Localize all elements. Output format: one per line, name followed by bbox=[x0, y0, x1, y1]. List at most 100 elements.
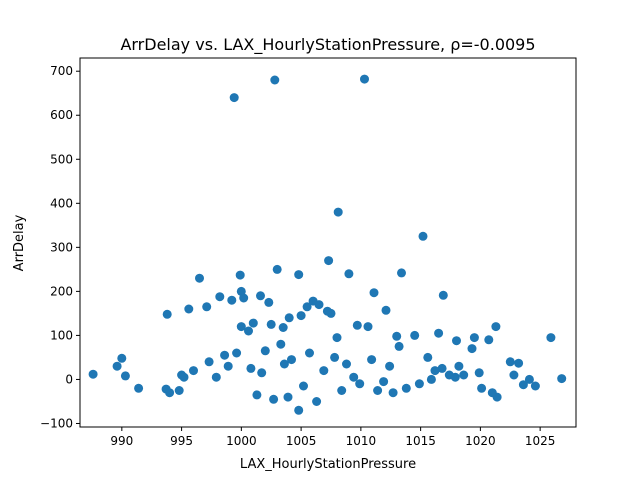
data-point bbox=[184, 304, 194, 314]
data-point bbox=[120, 371, 130, 381]
data-point bbox=[204, 357, 214, 367]
data-point bbox=[477, 383, 487, 393]
data-point bbox=[256, 291, 265, 301]
plot-area bbox=[88, 74, 567, 415]
data-point bbox=[305, 348, 314, 358]
data-point bbox=[452, 336, 461, 346]
data-point bbox=[235, 270, 245, 280]
data-point bbox=[177, 370, 187, 380]
x-tick-label: 1000 bbox=[226, 434, 257, 448]
data-point bbox=[454, 361, 464, 371]
data-point bbox=[401, 383, 411, 393]
data-point bbox=[530, 381, 540, 391]
x-axis-label: LAX_HourlyStationPressure bbox=[240, 457, 416, 472]
data-point bbox=[246, 363, 256, 373]
data-point bbox=[418, 231, 428, 241]
data-point bbox=[379, 377, 389, 387]
x-tick-label: 1010 bbox=[346, 434, 377, 448]
data-point bbox=[294, 405, 304, 415]
data-point bbox=[294, 270, 304, 280]
y-tick-label: 500 bbox=[50, 152, 73, 166]
data-point bbox=[88, 369, 98, 379]
data-point bbox=[342, 359, 351, 369]
x-tick-label: 995 bbox=[170, 434, 193, 448]
data-point bbox=[394, 341, 404, 351]
x-tick-label: 1025 bbox=[525, 434, 556, 448]
data-point bbox=[423, 352, 433, 362]
data-point bbox=[330, 352, 340, 362]
data-point bbox=[491, 322, 501, 332]
data-point bbox=[312, 397, 322, 406]
data-point bbox=[557, 374, 567, 384]
data-point bbox=[117, 353, 127, 363]
y-tick-label: 300 bbox=[50, 240, 73, 254]
x-tick-label: 990 bbox=[110, 434, 133, 448]
axes-frame bbox=[79, 57, 577, 428]
y-tick-label: 0 bbox=[65, 372, 73, 386]
data-point bbox=[367, 355, 377, 365]
data-point bbox=[514, 358, 524, 368]
x-tick-label: 1005 bbox=[286, 434, 317, 448]
y-axis-label: ArrDelay bbox=[12, 214, 27, 271]
data-point bbox=[165, 388, 175, 398]
data-point bbox=[272, 264, 282, 274]
data-point bbox=[360, 74, 369, 84]
data-point bbox=[437, 363, 447, 373]
data-point bbox=[296, 311, 306, 321]
data-point bbox=[308, 296, 318, 306]
data-point bbox=[438, 290, 448, 300]
data-point bbox=[260, 346, 270, 356]
data-point bbox=[195, 273, 204, 283]
data-point bbox=[134, 383, 144, 393]
data-point bbox=[373, 386, 383, 395]
data-point bbox=[332, 333, 342, 343]
data-point bbox=[220, 350, 230, 360]
data-point bbox=[426, 374, 436, 384]
data-point bbox=[467, 344, 477, 354]
data-point bbox=[215, 292, 225, 302]
data-point bbox=[236, 322, 246, 332]
data-point bbox=[450, 372, 460, 382]
data-point bbox=[278, 323, 288, 332]
x-axis: 990 995 1000 1005 1010 1015 1020 1025 bbox=[110, 427, 555, 448]
data-point bbox=[257, 368, 267, 378]
data-point bbox=[299, 381, 308, 391]
data-point bbox=[202, 302, 212, 312]
chart-title: ArrDelay vs. LAX_HourlyStationPressure, … bbox=[120, 35, 535, 55]
y-axis: −100 0 100 200 300 400 500 600 700 bbox=[40, 64, 80, 430]
x-tick-label: 1015 bbox=[405, 434, 436, 448]
data-point bbox=[459, 370, 469, 380]
data-point bbox=[505, 357, 515, 367]
y-tick-label: 200 bbox=[50, 284, 73, 298]
data-point bbox=[211, 372, 221, 382]
data-point bbox=[474, 368, 484, 378]
data-point bbox=[239, 293, 249, 303]
data-point bbox=[174, 386, 184, 395]
data-point bbox=[487, 388, 497, 398]
y-tick-label: 400 bbox=[50, 196, 73, 210]
data-point bbox=[344, 269, 354, 279]
data-point bbox=[324, 256, 334, 266]
data-point bbox=[546, 333, 556, 343]
data-point bbox=[248, 318, 258, 328]
data-point bbox=[333, 207, 343, 217]
data-point bbox=[302, 302, 312, 312]
y-tick-label: 100 bbox=[50, 328, 73, 342]
data-point bbox=[229, 93, 239, 103]
y-tick-label: −100 bbox=[40, 416, 73, 430]
data-point bbox=[244, 326, 253, 336]
data-point bbox=[414, 379, 424, 389]
data-point bbox=[355, 379, 365, 389]
data-point bbox=[287, 355, 296, 365]
data-point bbox=[322, 306, 332, 316]
data-point bbox=[264, 297, 274, 307]
data-point bbox=[518, 380, 528, 390]
x-tick-label: 1020 bbox=[465, 434, 496, 448]
data-point bbox=[392, 331, 402, 341]
data-point bbox=[232, 348, 242, 358]
data-point bbox=[369, 288, 379, 298]
data-point bbox=[279, 359, 289, 369]
y-tick-label: 600 bbox=[50, 108, 73, 122]
